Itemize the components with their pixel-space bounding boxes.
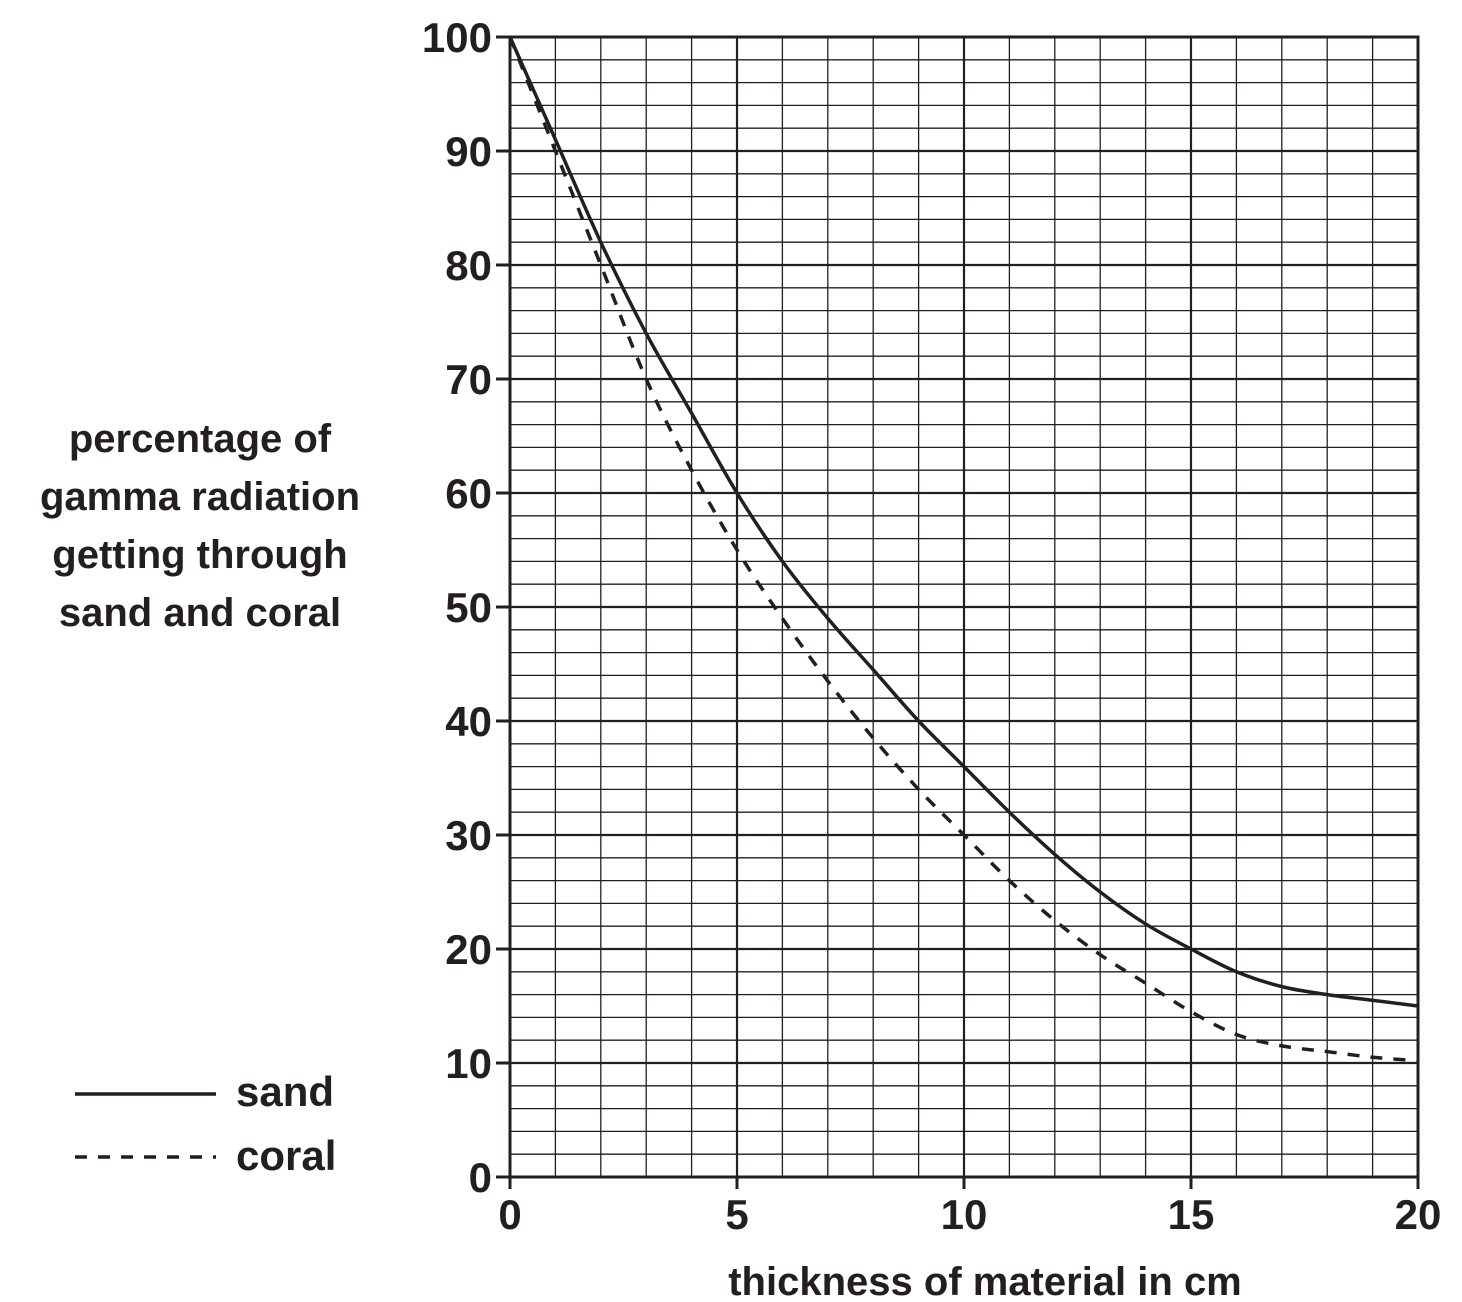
y-tick-label: 0 xyxy=(469,1154,492,1201)
axes xyxy=(496,35,1420,1189)
y-axis-label-line-2: gamma radiation xyxy=(40,475,360,519)
y-tick-label: 60 xyxy=(445,470,492,517)
major-gridlines xyxy=(510,37,1418,1177)
series-layer xyxy=(508,36,1419,1063)
legend-coral-label: coral xyxy=(236,1132,336,1179)
y-tick-label: 20 xyxy=(445,926,492,973)
x-axis-tick-labels: 0 5 10 15 20 xyxy=(498,1191,1441,1238)
y-tick-label: 40 xyxy=(445,698,492,745)
y-axis-label: percentage of gamma radiation getting th… xyxy=(40,417,360,635)
y-axis-label-line-1: percentage of xyxy=(69,417,332,461)
y-tick-label: 70 xyxy=(445,356,492,403)
y-tick-label: 90 xyxy=(445,128,492,175)
x-tick-label: 0 xyxy=(498,1191,521,1238)
x-axis-label: thickness of material in cm xyxy=(728,1260,1242,1302)
x-tick-label: 20 xyxy=(1395,1191,1442,1238)
y-axis-tick-labels: 0 10 20 30 40 50 60 70 80 90 100 xyxy=(422,14,492,1201)
y-tick-label: 80 xyxy=(445,242,492,289)
y-tick-label: 10 xyxy=(445,1040,492,1087)
y-tick-label: 30 xyxy=(445,812,492,859)
y-tick-label: 50 xyxy=(445,584,492,631)
legend: sand coral xyxy=(75,1068,336,1179)
x-tick-label: 5 xyxy=(725,1191,748,1238)
series-line-sand xyxy=(508,36,1419,1008)
y-axis-label-line-3: getting through xyxy=(52,533,347,577)
y-axis-label-line-4: sand and coral xyxy=(59,591,341,635)
y-tick-label: 100 xyxy=(422,14,492,61)
legend-sand-label: sand xyxy=(236,1068,334,1115)
x-tick-label: 10 xyxy=(941,1191,988,1238)
x-tick-label: 15 xyxy=(1168,1191,1215,1238)
series-line-coral xyxy=(508,36,1419,1063)
